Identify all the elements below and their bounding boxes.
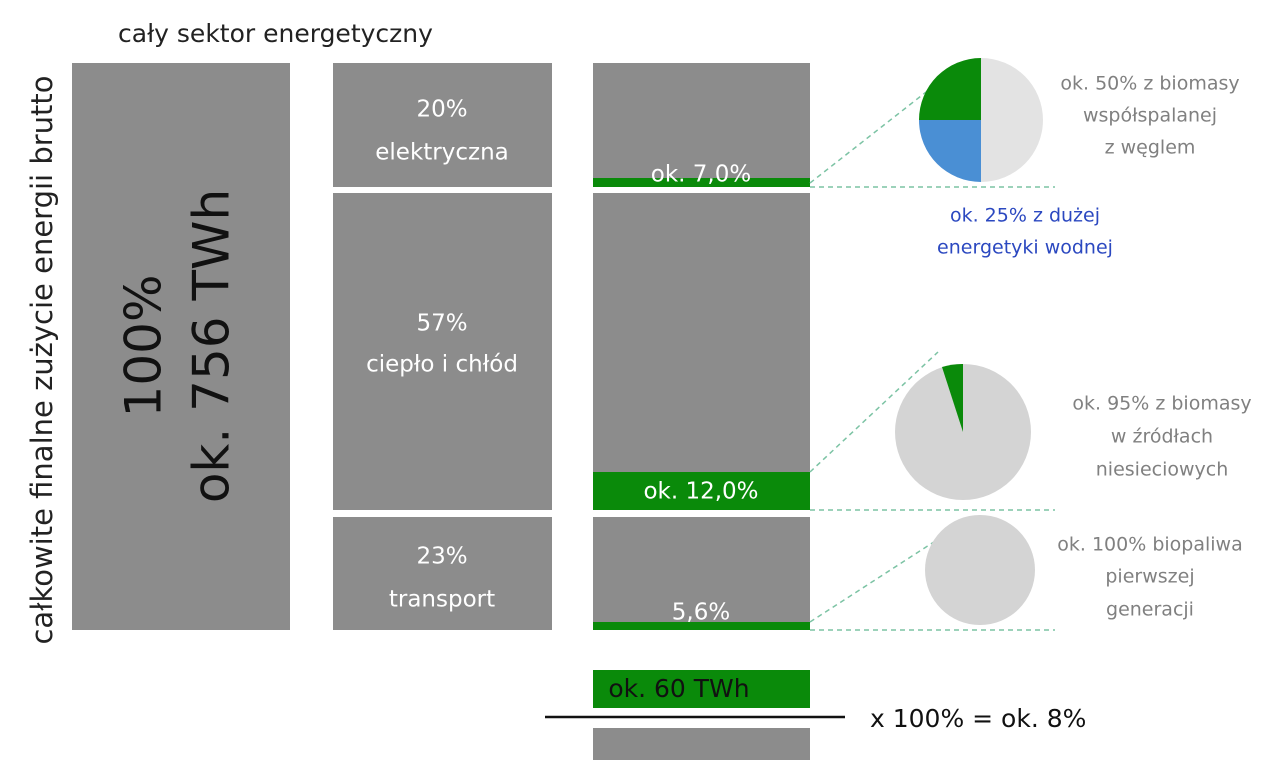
note: ok. 50% z biomasy: [1060, 73, 1239, 95]
sector-label: ciepło i chłód: [366, 352, 518, 378]
note: z węglem: [1105, 137, 1196, 159]
renewable-label: 5,6%: [672, 600, 730, 626]
pie: [895, 363, 1031, 500]
note: ok. 100% biopaliwa: [1057, 534, 1242, 556]
note: pierwszej: [1105, 566, 1194, 588]
total-text: 100% ok. 756 TWh: [115, 189, 241, 503]
sector-label: elektryczna: [375, 140, 509, 166]
note: współspalanej: [1083, 105, 1217, 127]
renewable-strip: [593, 178, 810, 187]
note: generacji: [1106, 599, 1194, 621]
pie: [925, 515, 1035, 625]
fraction-result: x 100% = ok. 8%: [870, 704, 1086, 733]
total-line: 100%: [115, 275, 173, 418]
pie: [919, 58, 1043, 182]
renewable-strip: [593, 622, 810, 630]
sector-label: 57%: [416, 311, 467, 337]
connector: [809, 351, 939, 473]
numerator-box: [593, 670, 810, 708]
connector: [809, 537, 941, 623]
note: ok. 25% z dużej: [950, 205, 1100, 227]
numerator: ok. 60 TWh: [608, 674, 749, 703]
sector-box: [333, 517, 552, 630]
renewable-label: ok. 12,0%: [643, 479, 758, 505]
note: ok. 95% z biomasy: [1072, 393, 1251, 415]
note: energetyki wodnej: [937, 237, 1113, 259]
side-label: całkowite finalne zużycie energii brutto: [25, 75, 59, 644]
sector-label: 23%: [416, 544, 467, 570]
sector-label: 20%: [416, 97, 467, 123]
sector-box: [333, 63, 552, 187]
share-box: [593, 193, 810, 510]
share-box: [593, 517, 810, 630]
sector-box: [333, 193, 552, 510]
note: w źródłach: [1111, 426, 1213, 448]
renewable-strip: [593, 472, 810, 510]
share-box: [593, 63, 810, 187]
sector-label: transport: [389, 587, 495, 613]
title: cały sektor energetyczny: [118, 19, 433, 48]
total-line: ok. 756 TWh: [183, 189, 241, 503]
renewable-label: ok. 7,0%: [651, 162, 751, 188]
connector: [809, 84, 936, 184]
total-box: [72, 63, 290, 630]
denominator-box: [593, 728, 810, 760]
note: niesieciowych: [1096, 459, 1229, 481]
